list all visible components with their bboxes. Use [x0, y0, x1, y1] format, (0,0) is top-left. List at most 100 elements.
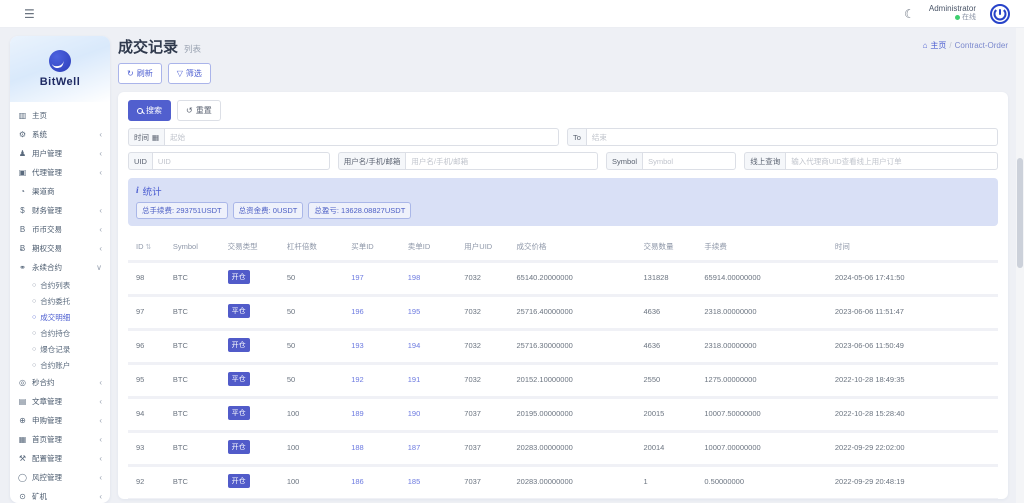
sidebar-item-risk-mgmt[interactable]: ◯ 风控管理 ‹ — [10, 468, 110, 487]
sidebar-item-subscribe-mgmt[interactable]: ⊕ 申购管理 ‹ — [10, 411, 110, 430]
sell-order-link[interactable]: 190 — [407, 408, 421, 418]
chevron-icon: ‹ — [99, 416, 102, 425]
refresh-button[interactable]: ↻ 刷新 — [118, 63, 162, 84]
sidebar-item-label: 用户管理 — [32, 149, 62, 158]
sell-order-link[interactable]: 191 — [407, 374, 421, 384]
sell-order-link[interactable]: 198 — [407, 272, 421, 282]
buy-order-link[interactable]: 189 — [351, 408, 364, 418]
sidebar-item-system[interactable]: ⚙ 系统 ‹ — [10, 125, 110, 144]
cell-symbol: BTC — [168, 498, 224, 499]
sell-order-link[interactable]: 185 — [407, 476, 421, 486]
search-button[interactable]: 搜索 — [128, 100, 171, 121]
scrollbar-track[interactable] — [1016, 28, 1024, 503]
buy-order-link[interactable]: 197 — [351, 272, 364, 282]
cell-quantity: 1 — [639, 498, 701, 499]
trade-type-badge: 平仓 — [227, 372, 250, 386]
sidebar-item-second-contract[interactable]: ◎ 秒合约 ‹ — [10, 373, 110, 392]
cell-uid: 7032 — [460, 328, 513, 359]
time-end-input[interactable] — [585, 128, 998, 146]
breadcrumb-home[interactable]: 主页 — [930, 41, 947, 50]
uid-input[interactable] — [151, 152, 330, 170]
hamburger-icon[interactable]: ☰ — [24, 6, 35, 21]
sell-order-link[interactable]: 195 — [407, 306, 421, 316]
account-input[interactable] — [405, 152, 599, 170]
chevron-icon: ‹ — [99, 168, 102, 177]
sidebar-item-label: 申购管理 — [32, 416, 62, 425]
column-header: 杠杆倍数 — [286, 242, 317, 251]
column-header: 手续费 — [704, 242, 727, 251]
symbol-input[interactable] — [642, 152, 737, 170]
sidebar-item-homepage-mgmt[interactable]: ▦ 首页管理 ‹ — [10, 430, 110, 449]
sidebar-subitem[interactable]: ○ 合约委托 — [10, 293, 110, 309]
brand: BitWell — [10, 36, 110, 102]
cell-symbol: BTC — [168, 362, 224, 393]
chevron-icon: ‹ — [99, 473, 102, 482]
top-navbar: ☰ ☾ Administrator 在线 — [0, 0, 1024, 28]
sidebar-item-perpetual[interactable]: ⚭ 永续合约 ∨ — [10, 258, 110, 277]
trades-table: ID ⇅ Symbol 交易类型 杠杆倍数 买单ID 卖单ID 用户UID 成交价格 交易数量 手续… — [128, 234, 998, 499]
home-icon: ⌂ — [922, 41, 928, 50]
cell-leverage: 100 — [282, 430, 348, 461]
cell-time: 2023-06-06 11:51:47 — [830, 294, 998, 325]
sidebar-item-article-mgmt[interactable]: ▤ 文章管理 ‹ — [10, 392, 110, 411]
sidebar-item-user-mgmt[interactable]: ♟ 用户管理 ‹ — [10, 144, 110, 163]
sidebar-subitem[interactable]: ○ 爆仓记录 — [10, 341, 110, 357]
cell-symbol: BTC — [168, 328, 224, 359]
buy-order-link[interactable]: 193 — [351, 340, 364, 350]
cell-quantity: 20014 — [639, 430, 701, 461]
sidebar-item-options-trade[interactable]: Ƀ 期权交易 ‹ — [10, 239, 110, 258]
buy-order-link[interactable]: 192 — [351, 374, 364, 384]
circle-icon: ◯ — [18, 473, 27, 482]
buy-order-link[interactable]: 188 — [351, 442, 364, 452]
cell-quantity: 131828 — [639, 260, 701, 291]
info-icon: i — [136, 186, 139, 196]
cell-fee: 1275.00000000 — [700, 362, 831, 393]
id-card-icon: ▣ — [18, 168, 27, 177]
sidebar-subitem[interactable]: ○ 成交明细 — [10, 309, 110, 325]
trade-type-badge: 开仓 — [227, 338, 250, 352]
column-header[interactable]: ID ⇅ — [136, 242, 152, 251]
cell-price: 20283.00000000 — [512, 464, 640, 495]
cell-leverage: 100 — [282, 498, 348, 499]
time-start-input[interactable] — [164, 128, 559, 146]
sidebar: BitWell ▥ 主页 ⚙ 系统 ‹ ♟ 用户管理 ‹ ▣ 代理管理 ‹ ◔ 渠道商 $ 财务管理 ‹ B 币币… — [10, 36, 110, 503]
time-start-group: 时间 ▦ — [128, 128, 559, 146]
statistics-panel: i 统计 总手续费: 293751USDT 总资金费: 0USDT 总盈亏: 136… — [128, 178, 998, 226]
cell-fee: 0.50000000 — [700, 464, 831, 495]
sidebar-item-home[interactable]: ▥ 主页 — [10, 106, 110, 125]
sidebar-item-channel[interactable]: ◔ 渠道商 — [10, 182, 110, 201]
avatar[interactable] — [990, 3, 1010, 24]
sidebar-subitem[interactable]: ○ 合约持仓 — [10, 325, 110, 341]
sidebar-item-finance-mgmt[interactable]: $ 财务管理 ‹ — [10, 201, 110, 220]
sidebar-item-agent-mgmt[interactable]: ▣ 代理管理 ‹ — [10, 163, 110, 182]
sell-order-link[interactable]: 187 — [407, 442, 421, 452]
sell-order-link[interactable]: 194 — [407, 340, 421, 350]
sidebar-item-spot-trade[interactable]: B 币币交易 ‹ — [10, 220, 110, 239]
cell-quantity: 1 — [639, 464, 701, 495]
chevron-icon: ‹ — [99, 149, 102, 158]
chevron-icon: ‹ — [99, 397, 102, 406]
trade-type-badge: 平仓 — [227, 406, 250, 420]
sidebar-item-label: 永续合约 — [32, 263, 62, 272]
buy-order-link[interactable]: 196 — [351, 306, 364, 316]
cell-price: 25716.30000000 — [512, 328, 640, 359]
buy-order-link[interactable]: 186 — [351, 476, 364, 486]
cell-leverage: 100 — [282, 396, 348, 427]
online-query-input[interactable] — [785, 152, 998, 170]
cell-time: 2022-09-29 22:02:00 — [830, 430, 998, 461]
scrollbar-thumb[interactable] — [1017, 158, 1023, 268]
table-row: 98 BTC 开仓 50 197 198 7032 65140.20000000 131828 6… — [128, 260, 998, 291]
sidebar-item-miner[interactable]: ⊙ 矿机 ‹ — [10, 487, 110, 503]
sort-icon[interactable]: ⇅ — [145, 244, 152, 251]
sidebar-subitem[interactable]: ○ 合约列表 — [10, 277, 110, 293]
reset-button[interactable]: ↺ 重置 — [177, 100, 221, 121]
cell-time: 2022-09-29 20:48:19 — [830, 464, 998, 495]
filter-icon: ▽ — [176, 69, 183, 78]
sidebar-item-config-mgmt[interactable]: ⚒ 配置管理 ‹ — [10, 449, 110, 468]
cell-uid: 7032 — [460, 362, 513, 393]
sidebar-subitem[interactable]: ○ 合约账户 — [10, 357, 110, 373]
filter-button[interactable]: ▽ 筛选 — [167, 63, 211, 84]
moon-icon[interactable]: ☾ — [904, 6, 915, 21]
trades-table-body: 98 BTC 开仓 50 197 198 7032 65140.20000000 131828 6… — [128, 260, 998, 499]
user-info[interactable]: Administrator 在线 — [929, 4, 976, 21]
